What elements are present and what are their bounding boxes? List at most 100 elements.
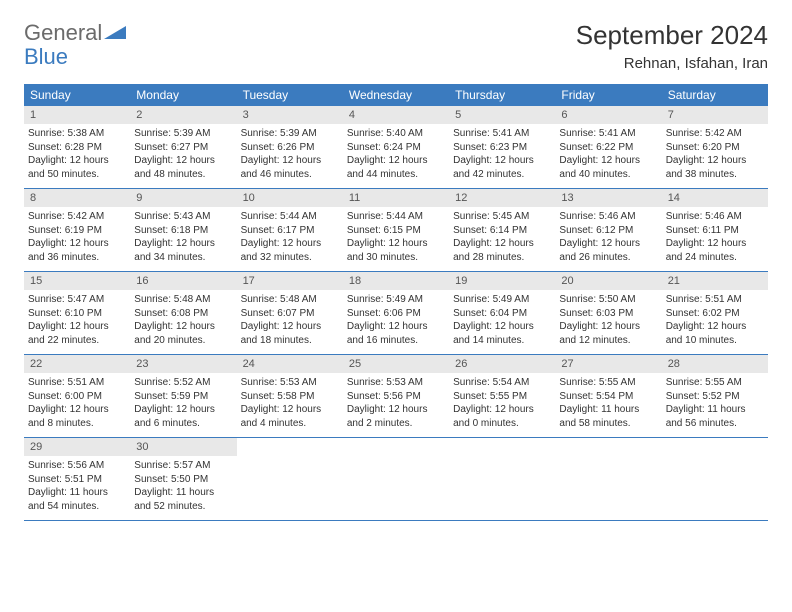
title-block: September 2024 Rehnan, Isfahan, Iran — [576, 20, 768, 72]
day-cell: 7Sunrise: 5:42 AMSunset: 6:20 PMDaylight… — [662, 106, 768, 188]
day-number: 25 — [343, 355, 449, 373]
day-body: Sunrise: 5:41 AMSunset: 6:23 PMDaylight:… — [449, 124, 555, 187]
day-header: Friday — [555, 84, 661, 106]
day-body: Sunrise: 5:46 AMSunset: 6:12 PMDaylight:… — [555, 207, 661, 270]
day-number: 4 — [343, 106, 449, 124]
day-body: Sunrise: 5:51 AMSunset: 6:00 PMDaylight:… — [24, 373, 130, 436]
day-number: 21 — [662, 272, 768, 290]
day-body: Sunrise: 5:40 AMSunset: 6:24 PMDaylight:… — [343, 124, 449, 187]
day-cell: 23Sunrise: 5:52 AMSunset: 5:59 PMDayligh… — [130, 355, 236, 437]
day-cell: 2Sunrise: 5:39 AMSunset: 6:27 PMDaylight… — [130, 106, 236, 188]
month-title: September 2024 — [576, 20, 768, 51]
day-body: Sunrise: 5:39 AMSunset: 6:27 PMDaylight:… — [130, 124, 236, 187]
day-number: 20 — [555, 272, 661, 290]
day-body: Sunrise: 5:52 AMSunset: 5:59 PMDaylight:… — [130, 373, 236, 436]
day-header: Wednesday — [343, 84, 449, 106]
page: General September 2024 Rehnan, Isfahan, … — [0, 0, 792, 541]
day-number: 27 — [555, 355, 661, 373]
day-number: 29 — [24, 438, 130, 456]
day-body: Sunrise: 5:47 AMSunset: 6:10 PMDaylight:… — [24, 290, 130, 353]
day-cell: 28Sunrise: 5:55 AMSunset: 5:52 PMDayligh… — [662, 355, 768, 437]
day-cell: 27Sunrise: 5:55 AMSunset: 5:54 PMDayligh… — [555, 355, 661, 437]
day-header: Saturday — [662, 84, 768, 106]
day-body: Sunrise: 5:45 AMSunset: 6:14 PMDaylight:… — [449, 207, 555, 270]
day-cell: 6Sunrise: 5:41 AMSunset: 6:22 PMDaylight… — [555, 106, 661, 188]
day-number: 30 — [130, 438, 236, 456]
day-cell — [449, 438, 555, 520]
day-body: Sunrise: 5:48 AMSunset: 6:07 PMDaylight:… — [237, 290, 343, 353]
logo-text-1: General — [24, 20, 102, 46]
day-cell — [343, 438, 449, 520]
day-number: 28 — [662, 355, 768, 373]
day-cell: 10Sunrise: 5:44 AMSunset: 6:17 PMDayligh… — [237, 189, 343, 271]
day-cell: 21Sunrise: 5:51 AMSunset: 6:02 PMDayligh… — [662, 272, 768, 354]
day-header-row: SundayMondayTuesdayWednesdayThursdayFrid… — [24, 84, 768, 106]
day-cell: 18Sunrise: 5:49 AMSunset: 6:06 PMDayligh… — [343, 272, 449, 354]
day-body: Sunrise: 5:48 AMSunset: 6:08 PMDaylight:… — [130, 290, 236, 353]
day-number: 3 — [237, 106, 343, 124]
day-body: Sunrise: 5:53 AMSunset: 5:58 PMDaylight:… — [237, 373, 343, 436]
day-cell: 12Sunrise: 5:45 AMSunset: 6:14 PMDayligh… — [449, 189, 555, 271]
day-body: Sunrise: 5:38 AMSunset: 6:28 PMDaylight:… — [24, 124, 130, 187]
day-number: 9 — [130, 189, 236, 207]
logo-triangle-icon — [104, 23, 126, 44]
day-cell: 20Sunrise: 5:50 AMSunset: 6:03 PMDayligh… — [555, 272, 661, 354]
day-cell — [662, 438, 768, 520]
logo: General — [24, 20, 128, 46]
day-cell: 17Sunrise: 5:48 AMSunset: 6:07 PMDayligh… — [237, 272, 343, 354]
day-header: Thursday — [449, 84, 555, 106]
day-number: 14 — [662, 189, 768, 207]
day-cell — [555, 438, 661, 520]
day-number: 17 — [237, 272, 343, 290]
day-body: Sunrise: 5:56 AMSunset: 5:51 PMDaylight:… — [24, 456, 130, 519]
day-cell: 4Sunrise: 5:40 AMSunset: 6:24 PMDaylight… — [343, 106, 449, 188]
week-row: 1Sunrise: 5:38 AMSunset: 6:28 PMDaylight… — [24, 106, 768, 189]
day-body: Sunrise: 5:50 AMSunset: 6:03 PMDaylight:… — [555, 290, 661, 353]
location: Rehnan, Isfahan, Iran — [576, 55, 768, 72]
day-number: 1 — [24, 106, 130, 124]
day-cell: 29Sunrise: 5:56 AMSunset: 5:51 PMDayligh… — [24, 438, 130, 520]
day-body: Sunrise: 5:51 AMSunset: 6:02 PMDaylight:… — [662, 290, 768, 353]
day-number: 15 — [24, 272, 130, 290]
day-header: Sunday — [24, 84, 130, 106]
day-header: Monday — [130, 84, 236, 106]
day-cell: 8Sunrise: 5:42 AMSunset: 6:19 PMDaylight… — [24, 189, 130, 271]
day-number: 7 — [662, 106, 768, 124]
day-number: 8 — [24, 189, 130, 207]
day-number: 12 — [449, 189, 555, 207]
day-body: Sunrise: 5:44 AMSunset: 6:15 PMDaylight:… — [343, 207, 449, 270]
day-number: 22 — [24, 355, 130, 373]
week-row: 29Sunrise: 5:56 AMSunset: 5:51 PMDayligh… — [24, 438, 768, 521]
logo-line2: Blue — [24, 44, 68, 70]
week-row: 8Sunrise: 5:42 AMSunset: 6:19 PMDaylight… — [24, 189, 768, 272]
day-body: Sunrise: 5:53 AMSunset: 5:56 PMDaylight:… — [343, 373, 449, 436]
day-cell: 1Sunrise: 5:38 AMSunset: 6:28 PMDaylight… — [24, 106, 130, 188]
day-cell — [237, 438, 343, 520]
day-body: Sunrise: 5:55 AMSunset: 5:52 PMDaylight:… — [662, 373, 768, 436]
day-body: Sunrise: 5:54 AMSunset: 5:55 PMDaylight:… — [449, 373, 555, 436]
day-number: 5 — [449, 106, 555, 124]
header: General September 2024 Rehnan, Isfahan, … — [24, 20, 768, 72]
day-cell: 14Sunrise: 5:46 AMSunset: 6:11 PMDayligh… — [662, 189, 768, 271]
week-row: 15Sunrise: 5:47 AMSunset: 6:10 PMDayligh… — [24, 272, 768, 355]
day-number: 23 — [130, 355, 236, 373]
week-row: 22Sunrise: 5:51 AMSunset: 6:00 PMDayligh… — [24, 355, 768, 438]
weeks-container: 1Sunrise: 5:38 AMSunset: 6:28 PMDaylight… — [24, 106, 768, 521]
day-number: 24 — [237, 355, 343, 373]
day-number: 18 — [343, 272, 449, 290]
day-number: 2 — [130, 106, 236, 124]
day-number: 10 — [237, 189, 343, 207]
day-number: 13 — [555, 189, 661, 207]
day-cell: 16Sunrise: 5:48 AMSunset: 6:08 PMDayligh… — [130, 272, 236, 354]
day-body: Sunrise: 5:57 AMSunset: 5:50 PMDaylight:… — [130, 456, 236, 519]
day-cell: 25Sunrise: 5:53 AMSunset: 5:56 PMDayligh… — [343, 355, 449, 437]
day-cell: 5Sunrise: 5:41 AMSunset: 6:23 PMDaylight… — [449, 106, 555, 188]
day-cell: 24Sunrise: 5:53 AMSunset: 5:58 PMDayligh… — [237, 355, 343, 437]
day-cell: 11Sunrise: 5:44 AMSunset: 6:15 PMDayligh… — [343, 189, 449, 271]
day-cell: 30Sunrise: 5:57 AMSunset: 5:50 PMDayligh… — [130, 438, 236, 520]
calendar: SundayMondayTuesdayWednesdayThursdayFrid… — [24, 84, 768, 521]
day-body: Sunrise: 5:41 AMSunset: 6:22 PMDaylight:… — [555, 124, 661, 187]
day-body: Sunrise: 5:49 AMSunset: 6:06 PMDaylight:… — [343, 290, 449, 353]
day-cell: 9Sunrise: 5:43 AMSunset: 6:18 PMDaylight… — [130, 189, 236, 271]
day-body: Sunrise: 5:39 AMSunset: 6:26 PMDaylight:… — [237, 124, 343, 187]
